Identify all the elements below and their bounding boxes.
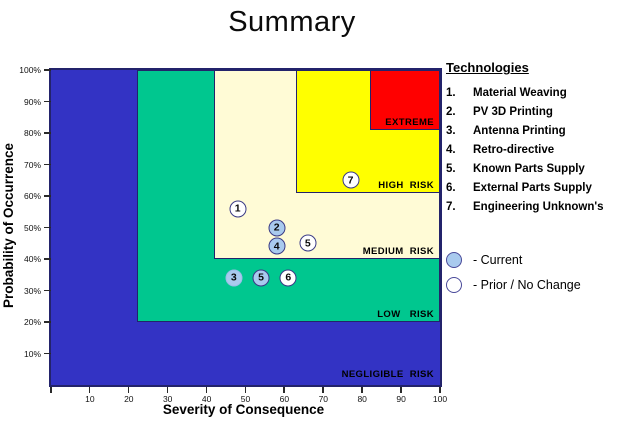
status-legend: - Current - Prior / No Change bbox=[446, 247, 622, 297]
technology-item-number: 5. bbox=[446, 163, 456, 175]
risk-zone-label-extreme: EXTREME bbox=[385, 116, 434, 128]
technology-item-5: 5. Known Parts Supply bbox=[446, 160, 622, 179]
prior-marker-icon bbox=[446, 276, 462, 293]
y-tick-label-70: 70% bbox=[23, 159, 41, 170]
technology-item-4: 4. Retro-directive bbox=[446, 141, 622, 160]
x-tick-label-80: 80 bbox=[357, 394, 367, 404]
legend-row-prior: - Prior / No Change bbox=[446, 272, 622, 297]
risk-zone-label-high: HIGH RISK bbox=[378, 179, 434, 191]
x-tick-label-40: 40 bbox=[201, 394, 212, 404]
legend-label-prior: - Prior / No Change bbox=[473, 277, 581, 292]
y-tick-10 bbox=[44, 352, 51, 355]
tech-marker-2-current: 2 bbox=[268, 219, 286, 236]
technology-item-label: Retro-directive bbox=[473, 144, 555, 156]
tech-marker-6-prior: 6 bbox=[279, 269, 297, 287]
technology-item-label: Engineering Unknown's bbox=[473, 201, 604, 213]
technology-item-2: 2. PV 3D Printing bbox=[446, 103, 622, 122]
x-tick-100 bbox=[439, 387, 441, 393]
technology-item-label: Material Weaving bbox=[473, 87, 567, 99]
x-tick-50 bbox=[244, 387, 247, 393]
technology-item-3: 3. Antenna Printing bbox=[446, 122, 622, 141]
y-tick-60 bbox=[44, 195, 51, 197]
x-tick-label-10: 10 bbox=[85, 394, 95, 404]
x-tick-10 bbox=[88, 387, 91, 393]
technology-item-number: 3. bbox=[446, 125, 456, 137]
technology-item-1: 1. Material Weaving bbox=[446, 84, 622, 103]
risk-zone-label-low: LOW RISK bbox=[377, 309, 434, 320]
y-tick-label-100: 100% bbox=[19, 65, 41, 75]
x-tick-70 bbox=[322, 387, 324, 393]
risk-zone-label-negligible: NEGLIGIBLE RISK bbox=[341, 369, 434, 380]
y-tick-30 bbox=[44, 289, 51, 292]
risk-matrix-plot: NEGLIGIBLE RISK LOW RISK MEDIUM RISK HIGH R… bbox=[19, 65, 447, 404]
technology-item-7: 7. Engineering Unknown's bbox=[446, 198, 622, 217]
y-tick-70 bbox=[44, 163, 51, 166]
y-tick-label-10: 10% bbox=[23, 348, 41, 359]
technologies-list: 1. Material Weaving 2. PV 3D Printing 3. Ante… bbox=[446, 84, 622, 217]
technology-item-number: 7. bbox=[446, 201, 456, 213]
y-tick-label-90: 90% bbox=[23, 96, 41, 107]
x-tick-80 bbox=[361, 387, 363, 393]
technology-item-label: Antenna Printing bbox=[473, 125, 566, 137]
y-tick-50 bbox=[44, 226, 51, 229]
y-tick-label-50: 50% bbox=[23, 222, 41, 233]
legend-row-current: - Current bbox=[446, 247, 622, 272]
tech-marker-5-prior: 5 bbox=[299, 234, 317, 252]
y-tick-20 bbox=[44, 321, 51, 323]
x-tick-0 bbox=[50, 387, 52, 393]
technology-item-label: PV 3D Printing bbox=[473, 106, 553, 118]
page-title: Summary bbox=[228, 6, 356, 38]
technology-item-number: 4. bbox=[446, 144, 456, 156]
tech-marker-4-current: 4 bbox=[268, 237, 286, 255]
y-tick-90 bbox=[44, 100, 51, 103]
x-tick-label-30: 30 bbox=[162, 394, 173, 404]
x-tick-label-90: 90 bbox=[396, 394, 406, 404]
x-tick-40 bbox=[205, 387, 208, 393]
tech-marker-7-prior: 7 bbox=[342, 171, 360, 189]
x-tick-label-50: 50 bbox=[240, 394, 251, 404]
risk-zone-extreme bbox=[369, 70, 440, 130]
x-axis-title: Severity of Consequence bbox=[162, 402, 325, 417]
risk-zone-label-medium: MEDIUM RISK bbox=[362, 246, 434, 257]
x-tick-90 bbox=[400, 387, 402, 393]
x-tick-label-20: 20 bbox=[124, 394, 134, 404]
y-tick-label-80: 80% bbox=[23, 128, 41, 138]
y-tick-100 bbox=[44, 69, 51, 71]
technology-item-label: External Parts Supply bbox=[473, 182, 592, 194]
technology-item-number: 6. bbox=[446, 182, 456, 194]
tech-marker-3-current: 3 bbox=[225, 269, 243, 287]
technologies-heading: Technologies bbox=[446, 60, 529, 75]
tech-marker-1-prior: 1 bbox=[229, 200, 247, 218]
technology-item-number: 1. bbox=[446, 87, 456, 99]
y-tick-label-40: 40% bbox=[23, 254, 41, 264]
y-tick-label-60: 60% bbox=[23, 191, 41, 201]
y-tick-label-30: 30% bbox=[23, 285, 41, 296]
current-marker-icon bbox=[446, 251, 462, 268]
tech-marker-5-current: 5 bbox=[252, 269, 270, 287]
x-tick-label-100: 100 bbox=[432, 394, 448, 404]
x-tick-30 bbox=[166, 387, 169, 393]
x-tick-label-60: 60 bbox=[279, 394, 290, 404]
y-tick-label-20: 20% bbox=[23, 317, 41, 327]
y-tick-40 bbox=[44, 258, 51, 260]
technology-item-number: 2. bbox=[446, 106, 456, 118]
side-panel: Technologies 1. Material Weaving 2. PV 3D P… bbox=[446, 60, 622, 297]
y-tick-80 bbox=[44, 132, 51, 134]
technology-item-label: Known Parts Supply bbox=[473, 163, 585, 175]
technology-item-6: 6. External Parts Supply bbox=[446, 179, 622, 198]
x-tick-20 bbox=[127, 387, 130, 393]
x-tick-label-70: 70 bbox=[318, 394, 329, 404]
legend-label-current: - Current bbox=[473, 252, 523, 267]
x-tick-60 bbox=[283, 387, 285, 393]
